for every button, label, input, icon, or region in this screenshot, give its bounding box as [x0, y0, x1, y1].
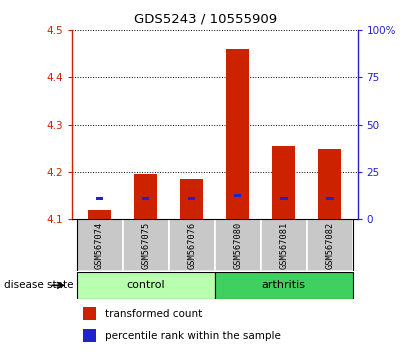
Bar [234, 194, 242, 198]
Text: GSM567074: GSM567074 [95, 222, 104, 269]
Text: GSM567082: GSM567082 [326, 222, 335, 269]
Bar [83, 330, 96, 342]
Bar [226, 49, 249, 219]
Text: GSM567081: GSM567081 [279, 222, 289, 269]
Text: control: control [126, 280, 165, 290]
Text: GSM567075: GSM567075 [141, 222, 150, 269]
Bar [326, 196, 334, 200]
Bar [180, 179, 203, 219]
Bar [215, 272, 353, 299]
Bar [188, 196, 195, 200]
Bar [169, 219, 215, 271]
Bar [272, 146, 296, 219]
Bar [83, 307, 96, 320]
Bar [88, 210, 111, 219]
Bar [307, 219, 353, 271]
Text: arthritis: arthritis [262, 280, 306, 290]
Bar [76, 272, 215, 299]
Text: transformed count: transformed count [105, 309, 202, 319]
Bar [215, 219, 261, 271]
Bar [134, 175, 157, 219]
Bar [319, 149, 342, 219]
Text: GSM567076: GSM567076 [187, 222, 196, 269]
Bar [261, 219, 307, 271]
Text: GDS5243 / 10555909: GDS5243 / 10555909 [134, 12, 277, 25]
Bar [142, 196, 149, 200]
Bar [122, 219, 169, 271]
Text: GSM567080: GSM567080 [233, 222, 242, 269]
Bar [96, 196, 103, 200]
Bar [76, 219, 122, 271]
Text: percentile rank within the sample: percentile rank within the sample [105, 331, 281, 341]
Bar [280, 196, 288, 200]
Text: disease state: disease state [4, 280, 74, 290]
